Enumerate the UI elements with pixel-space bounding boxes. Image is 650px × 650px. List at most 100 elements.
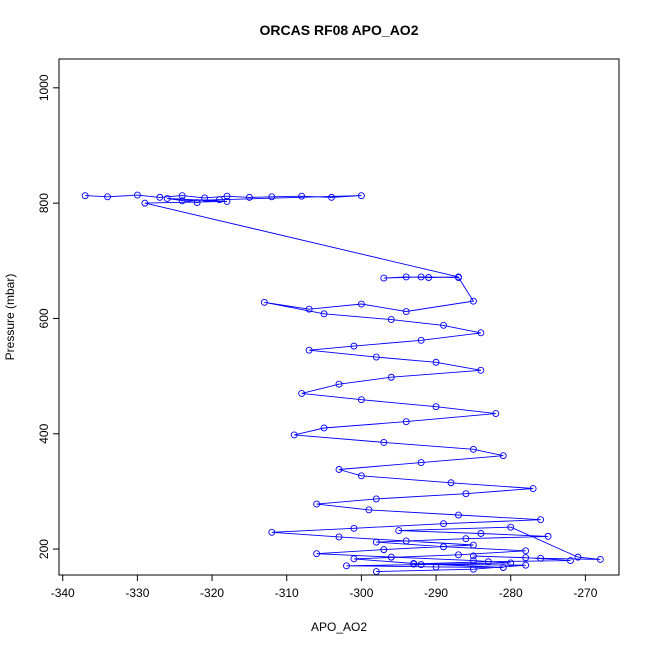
data-point bbox=[320, 310, 328, 318]
data-point bbox=[313, 550, 321, 558]
data-point bbox=[104, 193, 111, 201]
data-point bbox=[447, 479, 455, 487]
data-point bbox=[357, 192, 365, 200]
x-tick-label: -310 bbox=[275, 586, 299, 600]
data-point bbox=[268, 528, 276, 536]
x-axis-label: APO_AO2 bbox=[311, 620, 367, 634]
y-tick-label: 200 bbox=[37, 539, 51, 559]
data-point bbox=[81, 192, 89, 200]
data-point bbox=[387, 553, 395, 561]
data-point bbox=[469, 297, 477, 305]
y-axis-label: Pressure (mbar) bbox=[3, 274, 17, 361]
data-point bbox=[357, 300, 365, 308]
data-point bbox=[462, 535, 470, 543]
data-point bbox=[477, 366, 485, 374]
data-point bbox=[133, 191, 141, 199]
data-point bbox=[417, 273, 425, 281]
data-point bbox=[432, 403, 440, 411]
data-point bbox=[477, 530, 485, 537]
data-point bbox=[290, 431, 298, 439]
data-point bbox=[395, 527, 403, 535]
data-point bbox=[529, 485, 537, 492]
data-point bbox=[522, 554, 530, 562]
data-point bbox=[320, 424, 328, 432]
data-point bbox=[141, 199, 149, 207]
data-point bbox=[507, 523, 515, 531]
data-point bbox=[223, 192, 231, 200]
data-point bbox=[216, 196, 223, 204]
data-point bbox=[455, 274, 462, 281]
data-point bbox=[178, 192, 186, 200]
data-point bbox=[469, 541, 477, 549]
y-tick-label: 1000 bbox=[37, 74, 51, 101]
data-point bbox=[335, 533, 343, 541]
data-point bbox=[440, 543, 447, 551]
data-point bbox=[402, 418, 410, 426]
data-point bbox=[440, 520, 447, 528]
data-point bbox=[440, 321, 447, 329]
data-point bbox=[335, 466, 343, 473]
x-tick-label: -280 bbox=[499, 586, 523, 600]
data-point bbox=[387, 316, 395, 324]
data-point bbox=[402, 273, 410, 281]
data-point bbox=[499, 452, 507, 460]
data-point bbox=[469, 552, 477, 560]
data-point bbox=[484, 558, 492, 566]
data-point bbox=[350, 342, 358, 350]
data-point bbox=[410, 560, 418, 568]
data-point bbox=[596, 555, 604, 563]
data-point bbox=[574, 553, 582, 561]
data-point bbox=[537, 554, 545, 562]
data-point bbox=[328, 193, 335, 201]
x-tick-label: -270 bbox=[573, 586, 597, 600]
data-point bbox=[313, 500, 321, 508]
data-point bbox=[357, 396, 365, 404]
data-point bbox=[432, 563, 440, 571]
data-point bbox=[372, 353, 380, 361]
data-point bbox=[537, 516, 545, 524]
data-point bbox=[298, 389, 306, 397]
data-point bbox=[245, 193, 253, 201]
data-point bbox=[193, 199, 201, 207]
data-point bbox=[469, 565, 477, 573]
series-line bbox=[85, 194, 601, 572]
data-point bbox=[417, 336, 425, 344]
data-point bbox=[350, 555, 358, 563]
data-point bbox=[201, 194, 209, 202]
data-point bbox=[163, 195, 171, 202]
data-point bbox=[455, 511, 462, 519]
data-point bbox=[357, 472, 365, 480]
data-point bbox=[350, 524, 358, 532]
data-point bbox=[156, 193, 164, 201]
x-tick-label: -330 bbox=[125, 586, 149, 600]
data-point bbox=[469, 445, 477, 453]
data-point bbox=[372, 495, 380, 503]
data-point bbox=[462, 490, 470, 498]
x-tick-label: -290 bbox=[424, 586, 448, 600]
data-point bbox=[469, 557, 477, 565]
data-point bbox=[417, 459, 425, 467]
data-point bbox=[455, 551, 462, 559]
data-point bbox=[365, 506, 373, 514]
data-point bbox=[499, 564, 507, 571]
data-point bbox=[544, 532, 552, 540]
data-point bbox=[223, 197, 231, 205]
data-point bbox=[380, 546, 388, 554]
data-point bbox=[432, 358, 440, 366]
data-point bbox=[260, 298, 268, 306]
chart-title: ORCAS RF08 APO_AO2 bbox=[260, 22, 419, 38]
data-point bbox=[492, 410, 500, 418]
axes-layer: -340 -330 -320 -310 -300 -290 -280 -270 200 400 60… bbox=[37, 74, 598, 600]
x-tick-label: -340 bbox=[51, 586, 75, 600]
data-point bbox=[477, 329, 485, 337]
data-point bbox=[380, 438, 388, 446]
data-point bbox=[417, 561, 425, 569]
data-point bbox=[298, 192, 306, 200]
data-point bbox=[380, 274, 388, 282]
data-point bbox=[343, 562, 350, 570]
series-layer bbox=[81, 191, 604, 575]
data-point bbox=[522, 547, 530, 555]
x-tick-label: -300 bbox=[349, 586, 373, 600]
data-point bbox=[305, 346, 313, 354]
